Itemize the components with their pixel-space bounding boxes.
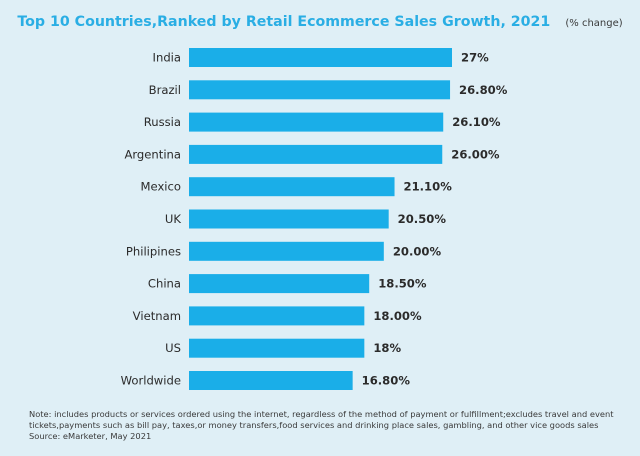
value-label: 26.10% xyxy=(452,115,501,129)
value-label: 18% xyxy=(373,341,401,355)
bar xyxy=(189,241,384,261)
category-label: China xyxy=(148,277,181,291)
chart-title-row: Top 10 Countries,Ranked by Retail Ecomme… xyxy=(0,11,640,30)
bar xyxy=(189,338,365,358)
bar xyxy=(189,306,365,326)
bar xyxy=(189,274,370,294)
value-label: 27% xyxy=(461,51,489,65)
chart-notes: Note: includes products or services orde… xyxy=(29,409,635,443)
value-label: 18.00% xyxy=(373,309,422,323)
category-label: Brazil xyxy=(149,83,181,97)
category-label: US xyxy=(165,341,181,355)
value-label: 20.50% xyxy=(398,212,447,226)
category-label: Vietnam xyxy=(133,309,181,323)
category-label: Worldwide xyxy=(121,374,181,388)
note-line-2: tickets,payments such as bill pay, taxes… xyxy=(29,420,599,431)
value-label: 20.00% xyxy=(393,244,442,258)
bar xyxy=(189,209,389,229)
value-label: 26.00% xyxy=(451,147,500,161)
category-label: Philipines xyxy=(126,244,181,258)
chart-subtitle: (% change) xyxy=(565,18,623,29)
category-label: Argentina xyxy=(124,147,181,161)
value-label: 21.10% xyxy=(404,180,453,194)
source-line: Source: eMarketer, May 2021 xyxy=(29,431,152,442)
bar xyxy=(189,371,353,390)
category-label: Russia xyxy=(144,115,181,129)
bar xyxy=(189,48,452,67)
bar-chart: India 27% Brazil 26.80% Russia 26.10% Argentin… xyxy=(121,48,508,390)
category-label: India xyxy=(153,51,181,65)
bar xyxy=(189,80,451,100)
value-label: 18.50% xyxy=(378,277,427,291)
value-label: 26.80% xyxy=(459,83,508,97)
category-label: UK xyxy=(165,212,181,226)
bar xyxy=(189,144,443,164)
bar xyxy=(189,177,395,197)
category-label: Mexico xyxy=(141,180,181,194)
chart-title: Top 10 Countries,Ranked by Retail Ecomme… xyxy=(17,14,551,30)
note-line-1: Note: includes products or services orde… xyxy=(29,409,614,419)
bar xyxy=(189,112,444,132)
value-label: 16.80% xyxy=(362,374,411,388)
